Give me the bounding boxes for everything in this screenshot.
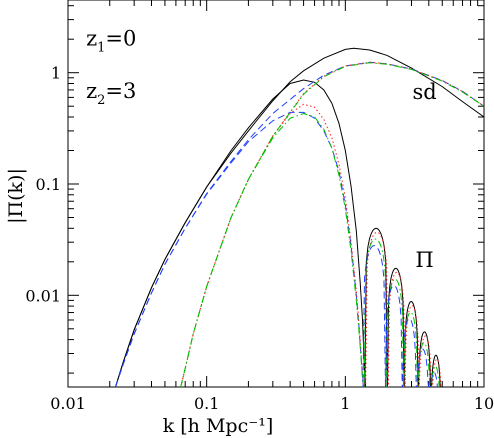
chart-annotation: z2=3: [86, 79, 136, 108]
oscillation-arch: [417, 331, 432, 387]
oscillation-arch: [416, 348, 429, 387]
y-axis-label: |Π(k)|: [5, 168, 27, 224]
x-tick-label: 10: [474, 394, 494, 413]
oscillation-arch: [403, 311, 419, 387]
y-tick-label: 0.1: [36, 175, 61, 194]
oscillation-arch: [386, 267, 405, 387]
x-axis-label: k [h Mpc⁻¹]: [163, 415, 274, 437]
x-tick-label: 0.01: [50, 394, 86, 413]
x-tick-label: 1: [340, 394, 350, 413]
y-tick-label: 1: [51, 64, 61, 83]
oscillation-arch: [386, 278, 404, 387]
tick-marks: [67, 0, 484, 387]
oscillation-arch: [363, 238, 388, 387]
oscillation-arch: [365, 231, 389, 387]
chart-annotation: z1=0: [86, 27, 136, 56]
oscillation-arch: [418, 335, 432, 387]
oscillation-arch: [430, 365, 440, 387]
tick-labels: 0.01 0.1 1 10 0.01 0.1 1: [25, 64, 494, 413]
chart-annotation: Π: [415, 248, 433, 272]
axes-frame: [67, 0, 485, 388]
oscillation-arch: [401, 318, 417, 387]
chart-annotation: sd: [412, 80, 436, 104]
series-line: [180, 112, 364, 387]
annotations: z1=0 z2=3 sd Π: [86, 27, 437, 272]
y-tick-label: 0.01: [25, 286, 61, 305]
plot-area-border: [67, 0, 485, 388]
data-curves: [115, 47, 484, 387]
x-tick-label: 0.1: [194, 394, 219, 413]
oscillation-arch: [385, 284, 403, 387]
series-line: [115, 79, 367, 387]
oscillation-arch: [362, 245, 386, 387]
oscillation-arch: [431, 354, 441, 387]
oscillation-arch: [404, 304, 420, 387]
